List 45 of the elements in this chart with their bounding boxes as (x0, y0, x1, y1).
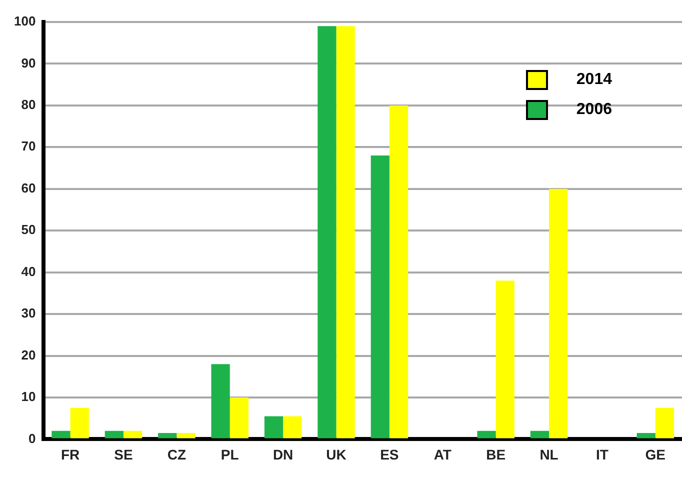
bar (158, 432, 177, 438)
x-tick-label: FR (60, 446, 80, 462)
y-tick-label: 80 (21, 97, 36, 112)
bar (370, 156, 390, 438)
y-tick-label: 90 (21, 55, 36, 70)
bar (530, 430, 550, 438)
bar (104, 430, 124, 438)
legend-label: 2014 (576, 71, 612, 89)
x-tick-label: IT (596, 446, 609, 462)
x-tick-label: SE (114, 446, 133, 462)
x-tick-label: GE (645, 446, 666, 462)
y-tick-label: 100 (14, 14, 36, 29)
y-tick-label: 60 (21, 180, 36, 196)
x-tick-label: BE (486, 446, 506, 462)
bar (636, 432, 656, 438)
y-tick-label: 50 (21, 222, 36, 238)
legend-label: 2006 (576, 101, 612, 119)
bar (230, 397, 248, 438)
bar (123, 430, 142, 438)
x-tick-label: PL (220, 446, 240, 462)
x-tick-label: NL (540, 446, 559, 462)
y-tick-label: 0 (28, 430, 36, 446)
x-tick-label: CZ (167, 446, 186, 462)
x-tick-label: DN (272, 446, 294, 462)
y-tick-label: 20 (21, 347, 36, 362)
bar (52, 430, 70, 438)
bar (318, 26, 336, 438)
y-tick-label: 40 (21, 264, 36, 279)
bar (496, 280, 514, 438)
y-tick-label: 70 (21, 138, 36, 154)
bar (176, 432, 196, 438)
bar (264, 416, 284, 438)
bar (70, 408, 89, 438)
x-tick-label: AT (434, 446, 452, 462)
bar (211, 364, 230, 438)
bar (283, 416, 302, 438)
bar (389, 105, 408, 438)
bar (549, 188, 568, 438)
y-tick-label: 10 (21, 389, 36, 404)
y-tick-label: 30 (21, 306, 36, 321)
bar (336, 26, 355, 438)
x-tick-label: UK (326, 446, 346, 462)
x-tick-label: ES (380, 446, 399, 462)
bar (655, 408, 674, 438)
bar (477, 430, 496, 438)
